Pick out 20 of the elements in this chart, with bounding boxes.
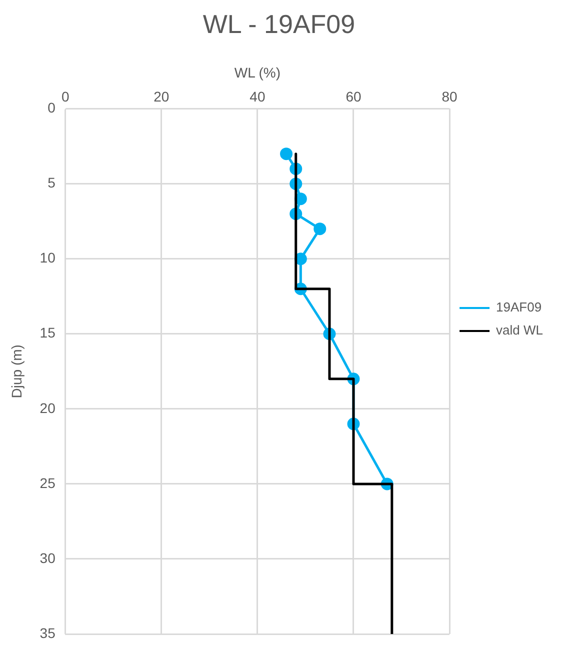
x-tick-label: 60: [346, 88, 362, 104]
x-tick-label: 40: [250, 88, 266, 104]
x-axis-title: WL (%): [234, 64, 281, 80]
point: [314, 222, 326, 236]
y-tick-label: 15: [40, 324, 56, 341]
y-tick-label: 10: [40, 250, 56, 266]
chart-title: WL - 19AF09: [202, 8, 356, 39]
point: [280, 148, 293, 160]
legend-label: 19AF09: [496, 300, 542, 315]
y-tick-label: 30: [40, 550, 56, 566]
legend-label: vald WL: [496, 322, 544, 338]
y-tick-label: 20: [40, 400, 56, 416]
y-tick-label: 25: [40, 474, 56, 491]
y-tick-label: 35: [40, 624, 56, 641]
y-tick-label: 5: [48, 174, 56, 191]
y-axis-title: Djup (m): [8, 344, 24, 398]
x-tick-label: 20: [154, 88, 170, 104]
x-tick-label: 0: [61, 88, 70, 104]
y-tick-label: 0: [48, 100, 56, 116]
x-tick-label: 80: [442, 88, 458, 104]
